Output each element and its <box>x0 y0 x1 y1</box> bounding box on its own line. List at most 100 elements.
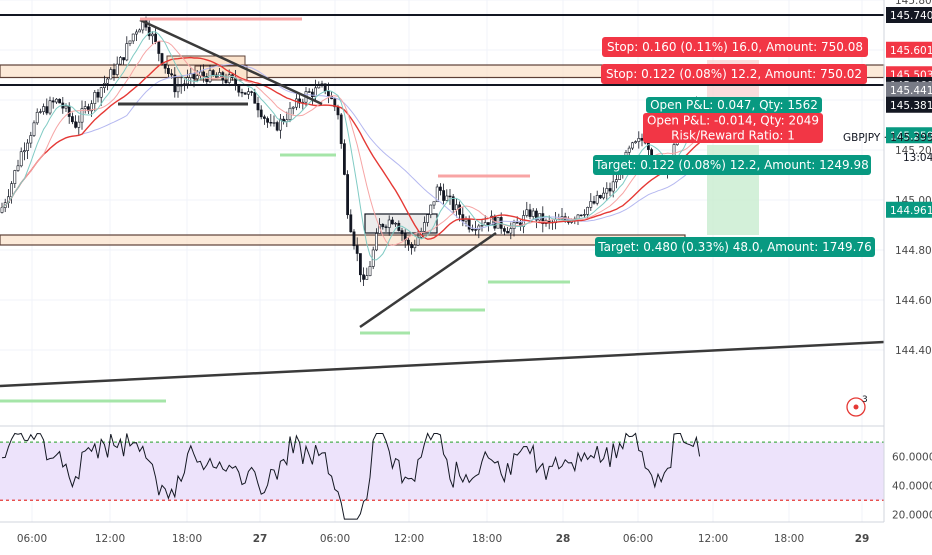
candle-body <box>157 41 161 54</box>
candle-body <box>400 230 404 235</box>
label-box <box>643 113 823 143</box>
candle-body <box>131 33 135 42</box>
candle-body <box>16 165 20 171</box>
target-label-1[interactable]: Target: 0.122 (0.08%) 12.2, Amount: 1249… <box>593 155 871 175</box>
price-tick-label: 144.600 <box>895 295 932 307</box>
time-tick-label: 12:00 <box>698 533 728 545</box>
label-box <box>601 64 867 84</box>
candle-body <box>74 121 78 128</box>
candle-body <box>362 274 366 280</box>
candle-body <box>266 118 270 123</box>
candle-body <box>448 195 452 198</box>
target-label-2[interactable]: Target: 0.480 (0.33%) 48.0, Amount: 1749… <box>595 237 875 257</box>
candle-body <box>326 90 330 97</box>
rsi-tick-label: 60.0000 <box>892 452 932 464</box>
candle-body <box>151 33 154 37</box>
candle-body <box>176 85 180 93</box>
price-label: 145.740 <box>890 10 932 22</box>
candle-body <box>154 33 158 43</box>
candle-body <box>614 179 618 183</box>
label-text: Target: 0.480 (0.33%) 48.0, Amount: 1749… <box>597 240 871 254</box>
candle-body <box>96 92 100 98</box>
countdown: 13:04 <box>903 152 932 164</box>
candle-body <box>189 73 193 78</box>
candle-body <box>470 228 474 231</box>
time-tick-label: 06:00 <box>623 533 653 545</box>
candle-body <box>272 122 276 124</box>
candle-body <box>579 214 583 217</box>
candle-body <box>29 135 33 144</box>
candle-body <box>170 73 174 76</box>
candle-body <box>611 181 615 192</box>
candle-body <box>541 213 545 225</box>
open-pnl-label-1[interactable]: Open P&L: 0.047, Qty: 1562 <box>646 97 822 113</box>
candle-body <box>435 186 439 203</box>
candle-body <box>637 138 641 142</box>
candle-body <box>595 195 599 204</box>
candle-body <box>314 87 318 98</box>
candle-body <box>45 106 49 114</box>
candle-body <box>634 141 638 144</box>
time-tick-label: 12:00 <box>95 533 125 545</box>
price-tick-label: 144.400 <box>895 345 932 357</box>
label-text: Risk/Reward Ratio: 1 <box>671 129 795 143</box>
candle-body <box>352 231 356 247</box>
ma-slow-line <box>1 63 700 230</box>
rsi-tick-label: 40.0000 <box>892 481 932 493</box>
candle-body <box>269 122 273 124</box>
rsi-line <box>1 432 701 520</box>
candle-body <box>275 122 279 131</box>
candle-body <box>19 151 23 167</box>
badge-ring <box>846 397 866 417</box>
candle-body <box>429 204 433 215</box>
time-tick-label: 12:00 <box>394 533 424 545</box>
candle-body <box>307 91 311 93</box>
candle-body <box>67 105 71 117</box>
candle-body <box>451 196 455 211</box>
candle-body <box>122 57 126 61</box>
candle-body <box>467 219 471 230</box>
candle-body <box>534 210 538 221</box>
candle-body <box>163 63 167 69</box>
candle-body <box>227 74 231 83</box>
candle-body <box>346 174 350 216</box>
candle-body <box>368 266 372 276</box>
candle-body <box>349 214 353 233</box>
price-label: 144.961 <box>890 205 932 217</box>
stop-label-2[interactable]: Stop: 0.122 (0.08%) 12.2, Amount: 750.02 <box>601 64 867 84</box>
candle-body <box>342 143 346 175</box>
candle-body <box>515 222 519 224</box>
candle-body <box>262 116 266 119</box>
ma-teal-line <box>1 31 701 261</box>
time-tick-label: 06:00 <box>17 533 47 545</box>
candle-body <box>26 142 30 151</box>
position-labels[interactable]: Stop: 0.160 (0.11%) 16.0, Amount: 750.08… <box>593 37 875 257</box>
time-tick-label: 29 <box>855 533 870 545</box>
candle-body <box>22 150 26 153</box>
time-tick-label: 06:00 <box>320 533 350 545</box>
candle-body <box>224 79 228 83</box>
candle-body <box>502 228 506 232</box>
indicator-badge: 3 <box>862 395 868 405</box>
stop-label-1[interactable]: Stop: 0.160 (0.11%) 16.0, Amount: 750.08 <box>602 37 868 57</box>
candle-body <box>640 138 644 141</box>
candle-body <box>525 209 529 216</box>
candle-body <box>259 109 263 118</box>
candle-body <box>442 190 446 201</box>
badge-dot <box>853 404 859 410</box>
candle-body <box>112 69 116 75</box>
trend-line-up <box>359 231 497 329</box>
candle-body <box>80 108 84 123</box>
label-box <box>602 37 868 57</box>
candle-body <box>608 188 612 192</box>
time-tick-label: 18:00 <box>774 533 804 545</box>
candle-body <box>93 92 97 104</box>
candle-body <box>506 231 510 234</box>
candle-body <box>406 239 410 245</box>
candle-body <box>432 201 436 206</box>
price-label-bg <box>886 81 932 98</box>
candle-body <box>0 207 4 213</box>
label-box <box>595 237 875 257</box>
